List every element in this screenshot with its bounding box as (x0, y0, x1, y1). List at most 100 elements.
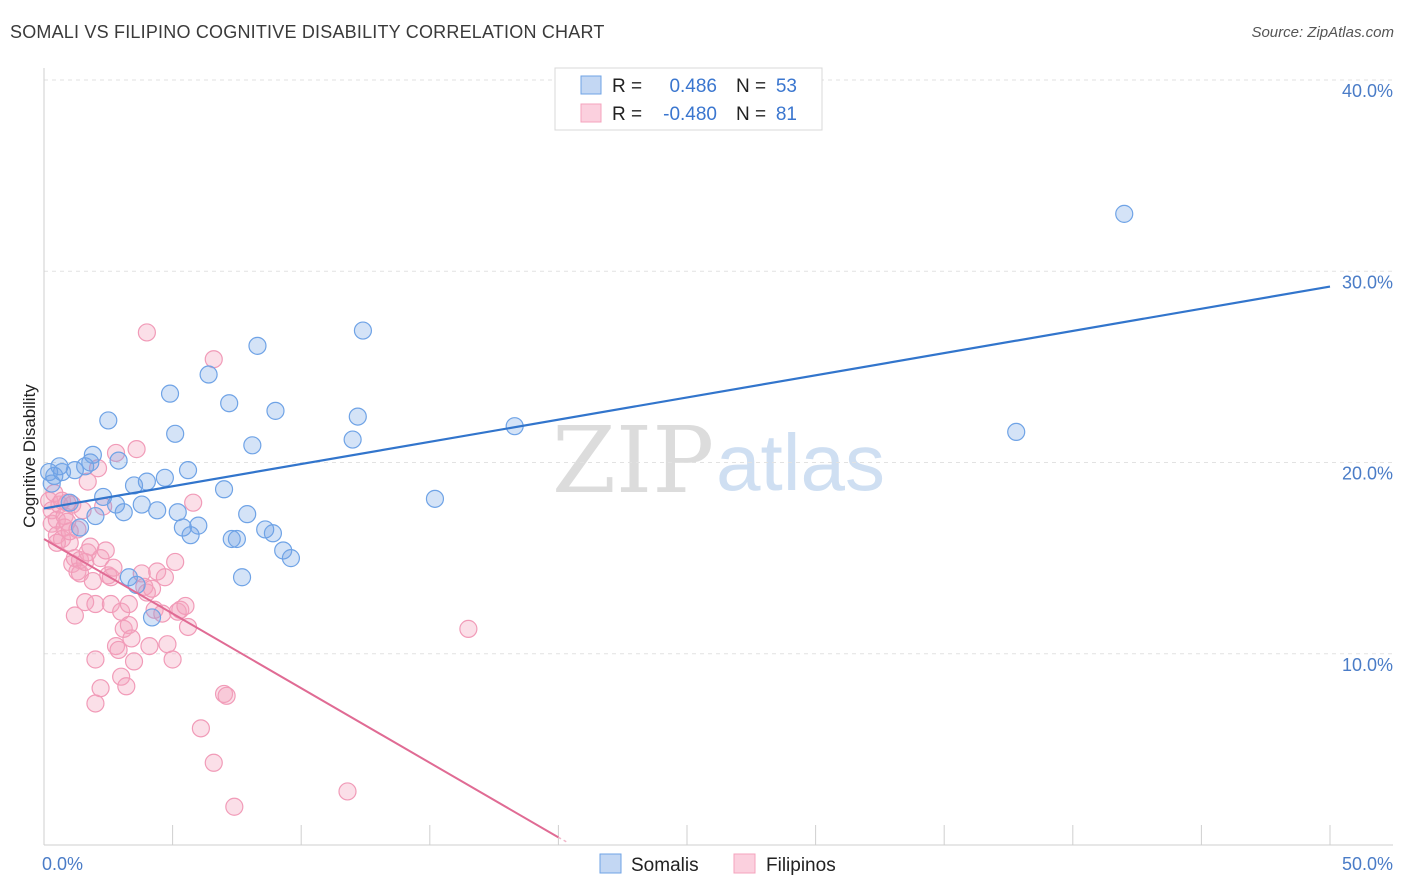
somali-point-45 (281, 549, 301, 568)
filipino-point-50 (127, 440, 146, 459)
filipino-point-28 (86, 650, 105, 669)
y-tick-label-2: 30.0% (1342, 272, 1393, 292)
somali-point-38 (238, 505, 257, 524)
filipino-point-45 (117, 677, 136, 696)
somali-point-6 (65, 461, 84, 480)
filipino-point-55 (140, 636, 159, 656)
filipino-point-26 (81, 537, 100, 556)
somali-point-24 (155, 468, 174, 487)
filipino-n-value: 81 (776, 104, 797, 125)
filipino-point-71 (204, 350, 223, 369)
filipino-point-43 (112, 667, 131, 686)
somali-point-43 (266, 401, 285, 420)
chart-title: SOMALI VS FILIPINO COGNITIVE DISABILITY … (10, 22, 605, 42)
somali-point-25 (160, 384, 180, 403)
filipino-point-79 (68, 520, 87, 539)
somali-point-30 (181, 526, 200, 545)
somali-point-28 (173, 518, 192, 537)
filipino-r-label: R = (612, 104, 642, 125)
somali-point-32 (199, 365, 218, 384)
filipino-point-61 (158, 635, 177, 654)
filipino-point-47 (119, 615, 138, 635)
filipino-point-66 (176, 596, 195, 616)
filipino-point-62 (163, 650, 182, 669)
somali-point-35 (222, 529, 241, 549)
somali-point-22 (142, 608, 162, 627)
somali-r-value: 0.486 (669, 76, 717, 97)
somalis-legend-swatch (599, 853, 622, 874)
somali-point-42 (263, 524, 283, 543)
somali-point-27 (168, 503, 187, 522)
somali-point-47 (348, 407, 367, 426)
somali-point-52 (1115, 204, 1134, 223)
somali-point-36 (227, 529, 246, 549)
watermark-zip: ZIP (552, 407, 714, 514)
filipino-point-77 (47, 533, 66, 552)
filipinos-legend-swatch (733, 853, 756, 874)
filipino-point-32 (91, 679, 110, 698)
filipino-point-41 (109, 640, 128, 660)
filipino-point-35 (96, 541, 115, 560)
axes (43, 68, 1393, 846)
filipino-point-70 (204, 753, 223, 772)
filipino-point-17 (65, 606, 84, 625)
somali-point-34 (220, 394, 239, 413)
x-tick-labels: 0.0% 50.0% (42, 854, 1393, 874)
somali-point-49 (425, 489, 445, 508)
filipino-point-75 (338, 782, 357, 801)
somali-point-20 (132, 495, 151, 514)
somali-point-16 (114, 503, 133, 522)
filipino-point-54 (137, 323, 156, 342)
somali-point-17 (119, 568, 138, 587)
somali-point-29 (178, 461, 198, 480)
filipino-point-60 (155, 568, 174, 587)
filipino-point-63 (166, 552, 185, 572)
filipino-point-29 (86, 594, 105, 614)
filipino-points (40, 323, 478, 816)
somali-point-31 (189, 516, 208, 535)
somali-n-label: N = (736, 76, 766, 97)
somali-point-33 (214, 480, 234, 499)
filipino-legend-swatch (580, 103, 602, 123)
somali-r-label: R = (612, 76, 642, 97)
filipino-point-69 (191, 719, 210, 738)
somali-point-51 (1007, 422, 1026, 441)
filipino-point-56 (142, 579, 162, 598)
filipino-point-30 (86, 694, 105, 713)
somali-point-46 (343, 430, 362, 449)
filipinos-legend-label: Filipinos (766, 855, 836, 876)
filipino-point-74 (225, 797, 244, 816)
y-tick-label-1: 20.0% (1342, 464, 1393, 484)
somalis-legend-label: Somalis (631, 855, 699, 876)
series-legend: Somalis Filipinos (599, 853, 836, 876)
source-credit: Source: ZipAtlas.com (1251, 24, 1394, 41)
y-tick-label-3: 40.0% (1342, 81, 1393, 101)
somali-trend-line (43, 285, 1331, 510)
somali-point-13 (99, 411, 118, 430)
filipino-point-73 (217, 686, 236, 705)
somali-point-40 (248, 336, 267, 355)
x-tick-label-0: 0.0% (42, 854, 83, 874)
somali-point-48 (353, 321, 373, 340)
filipino-point-27 (83, 571, 102, 591)
somali-point-11 (86, 506, 105, 526)
filipino-point-76 (459, 619, 478, 638)
y-tick-label-0: 10.0% (1342, 655, 1393, 675)
gridlines (44, 79, 1393, 655)
filipino-trend-extension (558, 836, 570, 844)
filipino-n-label: N = (736, 104, 766, 125)
somali-point-7 (70, 518, 90, 537)
somali-point-44 (274, 541, 293, 560)
filipino-point-18 (68, 562, 87, 581)
somali-n-value: 53 (776, 76, 797, 97)
y-tick-labels: 10.0% 20.0% 30.0% 40.0% (1342, 81, 1393, 675)
somali-point-15 (109, 451, 128, 470)
somali-point-10 (83, 445, 102, 464)
somali-point-19 (127, 575, 146, 595)
somali-point-21 (137, 472, 156, 491)
x-tick-label-1: 50.0% (1342, 854, 1393, 874)
filipino-point-48 (122, 629, 141, 648)
y-axis-label: Cognitive Disability (20, 384, 39, 528)
filipino-r-value: -0.480 (663, 104, 717, 125)
